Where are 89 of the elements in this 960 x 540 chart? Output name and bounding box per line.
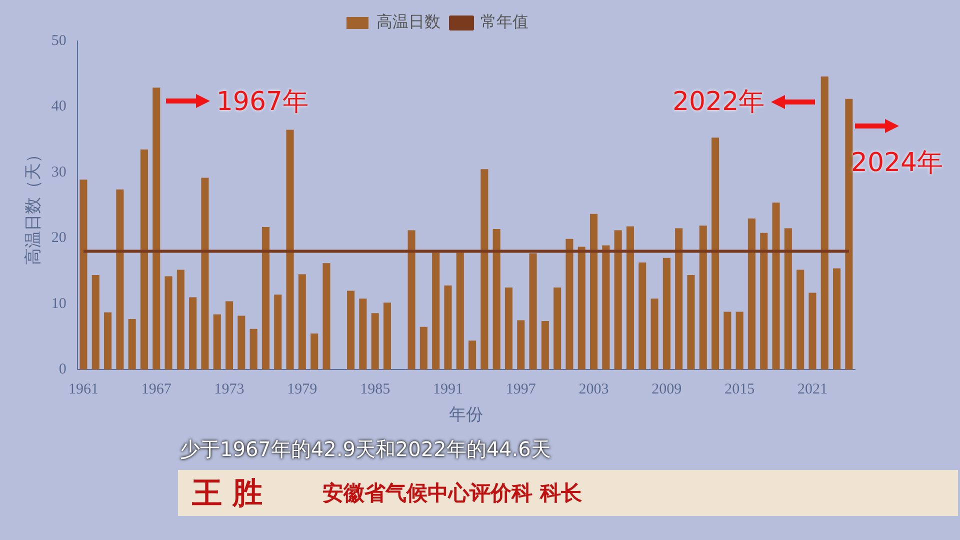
bar — [724, 312, 732, 370]
y-tick-label: 10 — [51, 296, 66, 312]
bar — [468, 340, 476, 370]
bar — [566, 238, 574, 370]
bar — [226, 301, 234, 370]
bar — [833, 268, 841, 370]
x-tick-label: 1979 — [287, 382, 318, 398]
bar — [736, 312, 744, 370]
bar — [638, 262, 646, 370]
x-tick-label: 2009 — [652, 382, 682, 398]
bar — [662, 258, 670, 370]
legend-label: 常年值 — [480, 12, 528, 32]
x-tick-label: 1997 — [506, 382, 536, 398]
bar — [274, 294, 282, 370]
bar — [554, 287, 562, 370]
y-axis-title: 高温日数（天） — [24, 146, 44, 265]
bar — [504, 287, 512, 370]
x-tick-label: 1991 — [432, 382, 463, 398]
bar — [189, 297, 197, 370]
bar — [432, 252, 440, 370]
bar — [687, 274, 695, 370]
bar — [152, 88, 160, 370]
bar — [772, 202, 780, 370]
x-tick-label: 2003 — [578, 382, 609, 398]
x-tick-label: 1985 — [360, 382, 390, 398]
bar — [128, 318, 136, 370]
annotation: 1967年 — [216, 86, 309, 119]
bar — [675, 228, 683, 370]
text: 王 胜 — [192, 474, 262, 512]
bar — [614, 230, 622, 370]
legend-label: 高温日数 — [376, 12, 440, 32]
bar — [92, 274, 100, 370]
bar — [529, 253, 537, 370]
bar — [517, 320, 525, 370]
bar — [796, 270, 804, 370]
bar — [602, 245, 610, 370]
bar — [213, 314, 221, 370]
bar — [456, 252, 464, 370]
bar — [420, 326, 428, 370]
bar — [480, 169, 488, 370]
bar — [164, 276, 172, 370]
bar — [784, 228, 792, 370]
bar — [578, 246, 586, 370]
bar — [712, 138, 720, 370]
x-tick-label: 1961 — [68, 382, 98, 398]
x-tick-label: 1973 — [214, 382, 244, 398]
bar — [347, 290, 355, 370]
bar — [262, 226, 270, 370]
x-tick-label: 2015 — [724, 382, 755, 398]
bar — [444, 285, 452, 370]
bar — [590, 214, 598, 370]
bar — [626, 226, 634, 370]
annotation: 2024年 — [850, 148, 944, 178]
bar — [116, 190, 124, 370]
bar — [238, 316, 246, 370]
bar — [104, 312, 112, 370]
y-tick-label: 40 — [51, 98, 66, 115]
bar — [808, 292, 816, 370]
y-tick-label: 20 — [51, 230, 66, 246]
y-tick-label: 30 — [51, 164, 66, 180]
bar — [298, 274, 306, 370]
bar — [310, 333, 318, 370]
bar — [383, 302, 391, 370]
x-tick-label: 2021 — [797, 382, 828, 398]
bar — [201, 178, 209, 370]
bar — [541, 320, 549, 370]
bar — [748, 218, 756, 370]
y-tick-label: 0 — [58, 362, 66, 378]
bar — [845, 98, 853, 370]
bar — [140, 149, 148, 370]
bar — [176, 270, 184, 370]
bar — [650, 298, 658, 370]
bar — [492, 228, 500, 370]
bar — [371, 313, 379, 370]
text: 少于1967年的42.9天和2022年的44.6天 — [180, 436, 551, 463]
y-tick-label: 50 — [51, 32, 66, 49]
annotation: 2022年 — [672, 86, 765, 120]
bar — [699, 226, 707, 370]
bar — [359, 298, 367, 370]
bar — [80, 180, 88, 370]
bar — [286, 130, 294, 370]
text: 安徽省气候中心评价科 科长 — [322, 480, 582, 507]
bar — [322, 263, 330, 370]
bar — [820, 76, 828, 370]
bar — [760, 232, 768, 370]
x-axis-title: 年份 — [449, 405, 484, 426]
bar — [250, 328, 258, 370]
bar — [408, 230, 416, 370]
x-tick-label: 1967 — [141, 382, 172, 398]
